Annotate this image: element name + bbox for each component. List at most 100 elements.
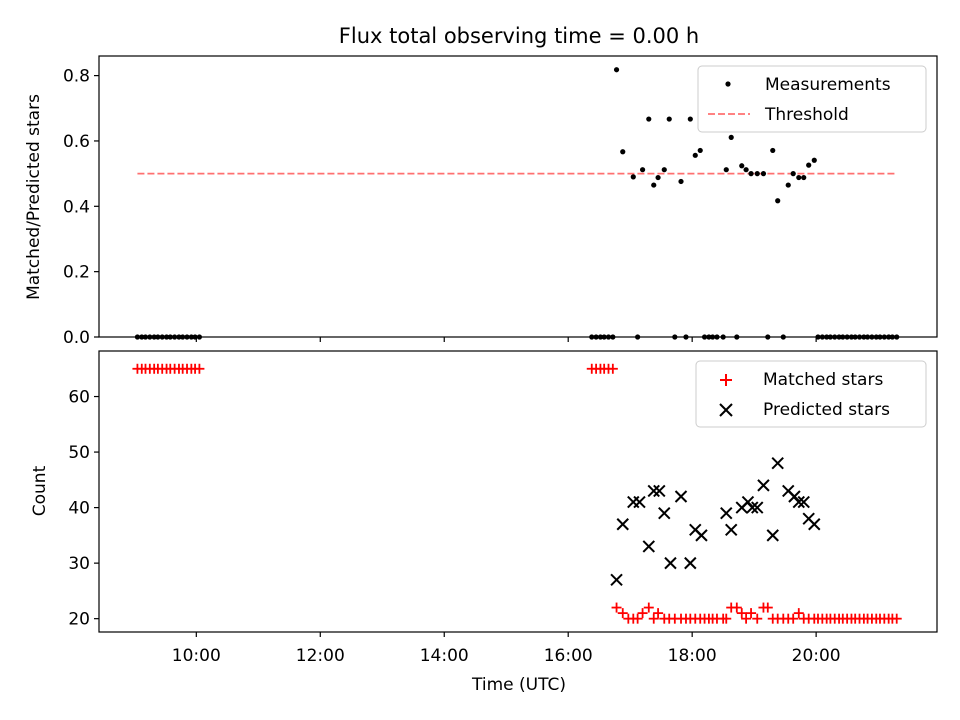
ratio-x-axis-ticks xyxy=(195,337,817,342)
matched-point xyxy=(617,608,628,619)
y-tick-label: 30 xyxy=(68,554,90,574)
measurement-point xyxy=(630,174,636,180)
matched-point xyxy=(194,363,205,374)
measurement-point xyxy=(692,152,698,158)
measurement-point xyxy=(661,167,667,173)
measurement-point xyxy=(620,149,626,155)
y-tick-label: 0.2 xyxy=(63,263,90,283)
measurement-point xyxy=(655,174,661,181)
matched-point xyxy=(736,608,747,619)
matched-point xyxy=(741,613,752,624)
y-tick-label: 0.4 xyxy=(63,197,90,217)
predicted-point xyxy=(746,501,759,514)
matched-point xyxy=(611,602,622,613)
count-y-axis-ticks: 20 30 40 50 60 xyxy=(68,388,99,630)
measurement-point xyxy=(811,157,817,163)
count-legend-box xyxy=(695,360,927,428)
measurement-point xyxy=(748,171,754,177)
matched-point xyxy=(632,613,643,624)
matched-point xyxy=(762,602,773,613)
measurement-point xyxy=(646,116,652,122)
chart-title: Flux total observing time = 0.00 h xyxy=(339,24,699,48)
measurement-point xyxy=(743,167,749,173)
predicted-point xyxy=(684,556,697,570)
legend-threshold-label: Threshold xyxy=(764,105,849,125)
matched-point xyxy=(721,613,732,624)
predicted-point xyxy=(647,484,660,498)
y-tick-label: 0.8 xyxy=(63,67,90,87)
y-tick-label: 60 xyxy=(68,388,90,408)
measurement-point xyxy=(723,167,729,173)
ratio-panel-frame xyxy=(98,55,938,338)
measurement-point xyxy=(760,171,767,177)
predicted-point xyxy=(642,540,655,553)
y-tick-label: 0.6 xyxy=(63,132,90,152)
measurement-point xyxy=(801,174,807,181)
legend-matched-label: Matched stars xyxy=(763,370,883,390)
measurement-point xyxy=(775,198,781,204)
predicted-point xyxy=(653,484,666,498)
matched-point xyxy=(793,608,804,619)
predicted-point xyxy=(664,556,677,570)
measurement-point xyxy=(651,182,657,188)
y-tick-label: 50 xyxy=(68,443,90,463)
count-y-axis-label: Count xyxy=(30,465,50,516)
measurement-point xyxy=(796,174,802,181)
count-panel: 20 30 40 50 60 10:00 12:00 14:00 16:00 18:00 20:0… xyxy=(30,350,938,695)
y-tick-label: 40 xyxy=(68,499,90,519)
predicted-point xyxy=(633,495,646,509)
measurement-point xyxy=(687,116,693,122)
legend-matched-marker xyxy=(720,374,732,386)
count-x-axis-ticks: 10:00 12:00 14:00 16:00 18:00 20:00 xyxy=(172,632,841,666)
count-legend: Matched stars Predicted stars xyxy=(695,360,927,428)
x-tick-label: 18:00 xyxy=(668,646,717,666)
predicted-point xyxy=(792,495,805,509)
ratio-legend: Measurements Threshold xyxy=(697,65,927,133)
count-marks xyxy=(132,363,902,624)
measurement-point xyxy=(739,163,745,169)
measurement-point xyxy=(806,162,812,168)
predicted-point xyxy=(720,506,733,520)
legend-predicted-label: Predicted stars xyxy=(763,400,890,420)
matched-point xyxy=(891,613,902,624)
y-tick-label: 20 xyxy=(68,610,90,630)
predicted-point xyxy=(766,529,779,542)
predicted-point xyxy=(757,479,770,492)
ratio-y-axis-ticks: 0.0 0.2 0.4 0.6 0.8 xyxy=(63,67,99,348)
measurement-point xyxy=(697,147,703,154)
matched-point xyxy=(788,613,799,624)
x-axis-label: Time (UTC) xyxy=(471,675,566,695)
legend-predicted-marker xyxy=(719,403,733,417)
measurement-point xyxy=(785,182,791,188)
matched-point xyxy=(752,613,763,624)
predicted-point xyxy=(610,573,623,587)
matched-point xyxy=(653,608,664,619)
matched-point xyxy=(607,363,618,374)
x-tick-label: 14:00 xyxy=(420,646,469,666)
predicted-point xyxy=(771,456,784,470)
predicted-point xyxy=(695,529,708,542)
matched-point xyxy=(746,608,757,619)
predicted-point xyxy=(797,495,810,509)
measurement-point xyxy=(666,116,672,122)
measurement-point xyxy=(613,67,620,73)
predicted-point xyxy=(658,506,671,520)
x-tick-label: 10:00 xyxy=(172,646,221,666)
measurement-point xyxy=(790,171,796,177)
count-panel-frame xyxy=(98,350,938,633)
x-tick-label: 12:00 xyxy=(296,646,345,666)
predicted-point xyxy=(674,490,688,503)
predicted-point xyxy=(616,518,629,531)
predicted-point xyxy=(751,501,764,514)
matched-point xyxy=(643,602,654,613)
measurement-point xyxy=(754,171,760,177)
ratio-legend-box xyxy=(697,65,927,133)
x-tick-label: 20:00 xyxy=(792,646,841,666)
predicted-point xyxy=(725,523,738,537)
measurement-point xyxy=(678,178,684,185)
matched-point xyxy=(637,608,648,619)
matched-point xyxy=(648,613,659,624)
legend-measurements-marker xyxy=(725,81,731,87)
matched-point xyxy=(731,602,742,613)
